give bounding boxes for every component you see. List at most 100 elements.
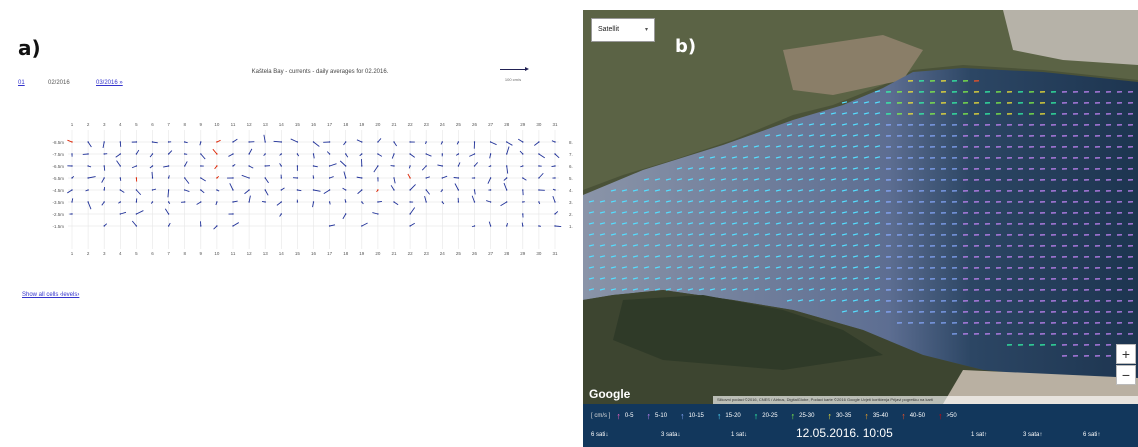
current-vector <box>67 139 73 143</box>
vector-origin <box>489 153 492 155</box>
vector-origin <box>135 153 138 155</box>
fwd-3h-button[interactable]: 3 sata↑ <box>1023 432 1043 438</box>
current-vector-arrow <box>665 211 672 214</box>
next-month-link[interactable]: 03/2016 » <box>96 80 123 86</box>
current-vector-arrow <box>819 266 826 269</box>
current-vector-arrow <box>753 244 760 247</box>
current-vector-arrow <box>852 189 859 192</box>
vector-origin <box>135 225 138 227</box>
current-vector-arrow <box>819 178 826 181</box>
current-vector <box>313 141 320 147</box>
map-layer-select[interactable]: Satellit ▾ <box>591 18 655 42</box>
current-vector-arrow <box>665 288 672 291</box>
current-vector-arrow <box>742 266 749 269</box>
vector-origin <box>361 165 363 167</box>
current-vector-arrow <box>808 156 815 159</box>
day-label-bottom: 29 <box>520 251 526 256</box>
scale-arrow-icon <box>500 67 529 71</box>
vector-origin <box>522 225 524 227</box>
current-vector-arrow <box>621 244 628 247</box>
current-vector-arrow <box>808 288 815 291</box>
vector-origin <box>119 165 122 167</box>
current-vector-arrow <box>775 156 782 159</box>
day-label-top: 30 <box>536 122 542 127</box>
current-vector-arrow <box>654 211 661 214</box>
vector-origin <box>296 189 299 191</box>
current-vector-arrow <box>874 123 881 126</box>
current-vector-arrow <box>731 222 738 225</box>
day-label-top: 31 <box>552 122 558 127</box>
map-attribution[interactable]: Slikovni podaci ©2016, CNES / Airbus, Di… <box>713 396 1138 404</box>
current-vector <box>264 189 269 196</box>
current-vector <box>88 176 96 179</box>
day-label-top: 21 <box>391 122 397 127</box>
current-vector <box>200 189 205 194</box>
current-vector-arrow <box>654 277 661 280</box>
vector-origin <box>71 153 73 155</box>
fwd-6h-button[interactable]: 6 sati↑ <box>1083 432 1101 438</box>
current-vector-arrow <box>753 178 760 181</box>
vector-origin <box>167 153 170 155</box>
current-vector-arrow <box>599 266 606 269</box>
current-vector-arrow <box>852 123 859 126</box>
current-vector <box>489 153 492 159</box>
vector-origin <box>232 201 234 203</box>
fwd-1h-button[interactable]: 1 sat↑ <box>971 432 988 438</box>
vector-origin <box>200 153 202 155</box>
map-timestamp: 12.05.2016. 10:05 <box>796 426 893 440</box>
current-vector-arrow <box>863 233 870 236</box>
day-label-bottom: 6 <box>151 251 154 256</box>
current-vector <box>554 153 560 159</box>
current-vector-arrow <box>632 233 639 236</box>
satellite-map[interactable] <box>583 10 1138 404</box>
vector-origin <box>538 201 540 203</box>
vector-origin <box>538 225 540 227</box>
current-vector-arrow <box>808 123 815 126</box>
back-6h-button[interactable]: 6 sati↓ <box>591 432 609 438</box>
current-vector-arrow <box>731 200 738 203</box>
vector-origin <box>457 141 460 143</box>
current-vector-arrow <box>687 200 694 203</box>
vector-origin <box>506 201 508 203</box>
current-vector <box>356 139 362 143</box>
current-vector <box>425 189 431 195</box>
legend-arrow-icon: ↑ <box>616 411 621 421</box>
current-vector-arrow <box>819 145 826 148</box>
vector-origin <box>312 201 315 203</box>
scale-label: 100 cm/s <box>504 77 522 82</box>
current-vector-arrow <box>731 266 738 269</box>
current-vector-arrow <box>610 255 617 258</box>
current-vector-arrow <box>841 167 848 170</box>
current-vector <box>409 222 415 227</box>
current-vector-arrow <box>819 156 826 159</box>
current-vector <box>554 225 562 228</box>
panel-b-label: b) <box>675 36 697 57</box>
current-vector-arrow <box>643 233 650 236</box>
vector-origin <box>264 165 266 167</box>
current-vector-arrow <box>731 255 738 258</box>
back-1h-button[interactable]: 1 sat↓ <box>731 432 748 438</box>
vector-origin <box>135 189 138 191</box>
current-vector-arrow <box>687 178 694 181</box>
legend-item: ↑ 10-15 <box>680 411 704 421</box>
vector-origin <box>538 177 540 179</box>
vector-origin <box>377 189 379 191</box>
vector-origin <box>441 153 443 155</box>
current-vector-arrow <box>753 222 760 225</box>
back-3h-button[interactable]: 3 sata↓ <box>661 432 681 438</box>
current-vector-arrow <box>852 134 859 137</box>
vector-origin <box>409 177 411 179</box>
prev-month-link[interactable]: 01 <box>18 80 25 86</box>
show-all-cells-link[interactable]: Show all cells ‹levels› <box>22 292 80 298</box>
legend-label: 40-50 <box>909 413 926 419</box>
day-label-bottom: 14 <box>279 251 285 256</box>
day-label-top: 10 <box>214 122 220 127</box>
vector-origin <box>264 141 266 143</box>
current-vector-arrow <box>841 200 848 203</box>
current-vector <box>474 162 479 167</box>
current-vector <box>424 196 427 203</box>
zoom-out-button[interactable]: − <box>1116 365 1136 385</box>
current-vector-arrow <box>819 255 826 258</box>
zoom-in-button[interactable]: + <box>1116 344 1136 364</box>
current-vector-arrow <box>808 266 815 269</box>
